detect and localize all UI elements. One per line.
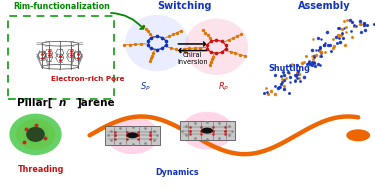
Ellipse shape — [22, 124, 49, 145]
Text: Assembly: Assembly — [298, 1, 351, 11]
Circle shape — [346, 129, 370, 141]
Ellipse shape — [28, 129, 43, 140]
Text: Pillar[: Pillar[ — [17, 98, 53, 108]
Text: Rim-functionalization: Rim-functionalization — [13, 2, 110, 11]
Text: $S_P$: $S_P$ — [140, 80, 151, 93]
Circle shape — [201, 128, 213, 134]
Text: Threading: Threading — [18, 165, 64, 174]
Ellipse shape — [26, 127, 45, 142]
Ellipse shape — [125, 15, 189, 71]
Ellipse shape — [16, 119, 55, 150]
FancyBboxPatch shape — [105, 125, 160, 145]
Text: ]arene: ]arene — [76, 98, 115, 108]
Circle shape — [127, 132, 138, 138]
FancyBboxPatch shape — [8, 16, 114, 99]
Text: Shuttling: Shuttling — [268, 64, 310, 73]
Ellipse shape — [185, 19, 248, 75]
Text: Dynamics: Dynamics — [156, 168, 199, 177]
Text: Switching: Switching — [158, 1, 212, 11]
FancyBboxPatch shape — [180, 121, 235, 140]
Text: n: n — [58, 98, 66, 108]
Ellipse shape — [181, 112, 233, 149]
Text: Chiral
Inversion: Chiral Inversion — [177, 52, 207, 65]
Ellipse shape — [9, 114, 62, 155]
Ellipse shape — [106, 116, 159, 154]
Text: $R_P$: $R_P$ — [218, 80, 229, 93]
Text: Electron-rich Pore: Electron-rich Pore — [51, 76, 124, 82]
